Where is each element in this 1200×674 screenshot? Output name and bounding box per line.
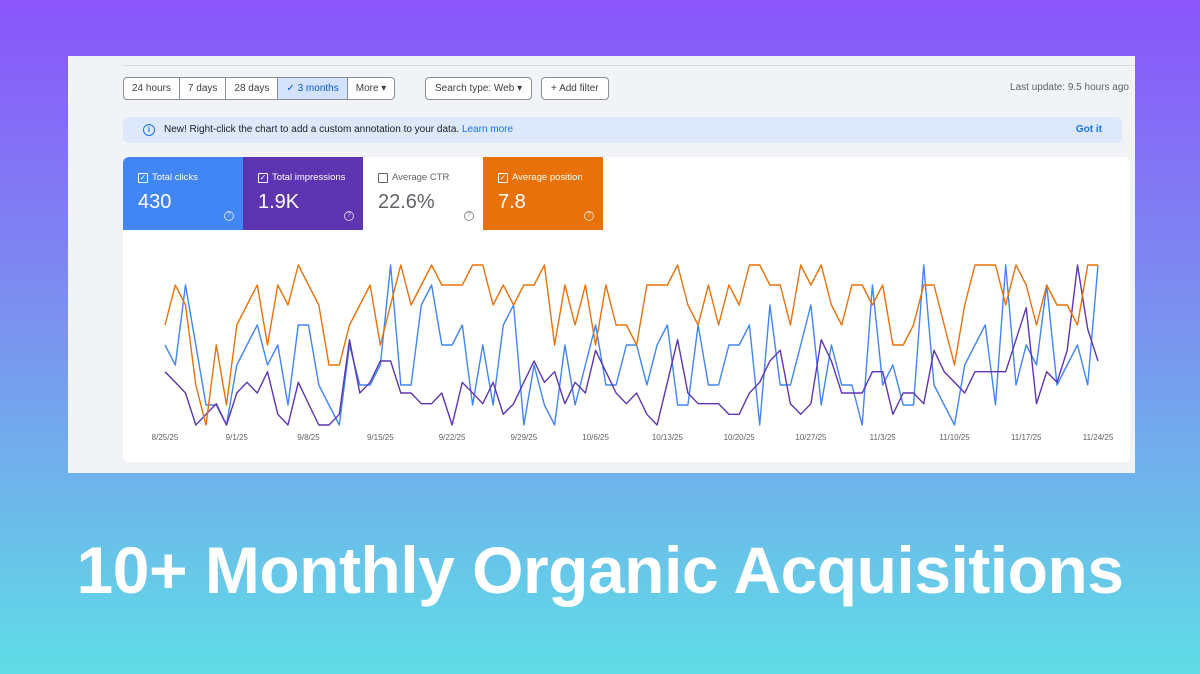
add-filter-button[interactable]: + Add filter — [541, 77, 609, 100]
metric-card[interactable]: Average CTR 22.6%? — [363, 157, 483, 230]
x-tick-label: 11/24/25 — [1083, 433, 1114, 442]
metric-value: 7.8 — [498, 191, 526, 213]
range-label: 3 months — [297, 83, 339, 94]
headline: 10+ Monthly Organic Acquisitions — [76, 533, 1124, 607]
range-button[interactable]: 28 days — [226, 78, 279, 99]
got-it-button[interactable]: Got it — [1075, 124, 1102, 135]
x-tick-label: 8/25/25 — [152, 433, 179, 442]
last-update: Last update: 9.5 hours ago — [1010, 82, 1129, 93]
help-icon: ? — [584, 211, 594, 221]
more-button[interactable]: More ▾ — [355, 83, 387, 94]
x-tick-label: 9/15/25 — [367, 433, 394, 442]
more-label: More — [355, 83, 379, 94]
banner-text: New! Right-click the chart to add a cust… — [164, 124, 460, 135]
range-button[interactable]: 24 hours — [124, 78, 180, 99]
metric-value: 430 — [138, 191, 172, 213]
series-line — [164, 264, 1098, 426]
search-type-label: Search type: Web — [435, 83, 515, 94]
help-icon: ? — [464, 211, 474, 221]
x-tick-label: 10/20/25 — [724, 433, 756, 442]
metric-value: 22.6% — [378, 191, 435, 213]
x-tick-label: 10/6/25 — [582, 433, 609, 442]
search-type-button[interactable]: Search type: Web ▾ — [425, 77, 533, 100]
checkbox: ✓ — [138, 172, 148, 183]
metric-card[interactable]: ✓ Total clicks 430? — [123, 157, 243, 230]
help-icon: ? — [224, 211, 234, 221]
checkbox: ✓ — [498, 172, 508, 183]
learn-more-link[interactable]: Learn more — [461, 124, 514, 135]
range-button[interactable]: 7 days — [180, 78, 227, 99]
metric-label: Total impressions — [272, 172, 346, 183]
x-tick-label: 9/22/25 — [439, 433, 466, 442]
series-line — [164, 264, 1099, 426]
metric-label-row: ✓ Total clicks — [138, 172, 198, 183]
performance-card: ✓ Total clicks 430? ✓ Total impressions 1.9K?… — [123, 157, 1130, 462]
x-tick-label: 9/29/25 — [510, 433, 537, 442]
x-tick-label: 9/1/25 — [226, 433, 249, 442]
range-selector: 24 hours 7 days 28 days ✓ 3 months More … — [123, 77, 396, 100]
x-tick-label: 9/8/25 — [297, 433, 320, 442]
checkbox: ✓ — [258, 172, 268, 183]
metric-card[interactable]: ✓ Total impressions 1.9K? — [243, 157, 363, 230]
metric-value: 1.9K — [258, 191, 300, 213]
checkbox — [378, 172, 388, 183]
x-tick-label: 10/27/25 — [795, 433, 827, 442]
x-tick-label: 11/17/25 — [1011, 433, 1042, 442]
x-tick-label: 10/13/25 — [652, 433, 684, 442]
metric-label: Average position — [512, 172, 583, 183]
banner: i New! Right-click the chart to add a cu… — [123, 117, 1122, 143]
add-filter-label: Add filter — [559, 83, 599, 94]
chart: 8/25/25 9/1/25 9/8/25 9/15/25 9/22/25 9/29/25… — [152, 264, 1114, 442]
x-tick-label: 11/3/25 — [870, 433, 897, 442]
metric-label-row: ✓ Total impressions — [258, 172, 345, 183]
metric-label-row: ✓ Average position — [498, 172, 583, 183]
metric-label: Total clicks — [152, 172, 198, 183]
help-icon: ? — [344, 211, 354, 221]
metric-label: Average CTR — [392, 172, 450, 183]
x-tick-label: 11/10/25 — [939, 433, 970, 442]
metric-label-row: Average CTR — [378, 172, 449, 183]
screenshot: 24 hours 7 days 28 days ✓ 3 months More … — [68, 56, 1135, 473]
metric-card[interactable]: ✓ Average position 7.8? — [483, 157, 603, 230]
range-button[interactable]: ✓ 3 months — [278, 78, 348, 99]
series-line — [164, 264, 1099, 426]
